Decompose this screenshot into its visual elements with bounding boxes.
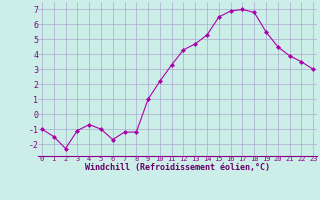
X-axis label: Windchill (Refroidissement éolien,°C): Windchill (Refroidissement éolien,°C) xyxy=(85,163,270,172)
